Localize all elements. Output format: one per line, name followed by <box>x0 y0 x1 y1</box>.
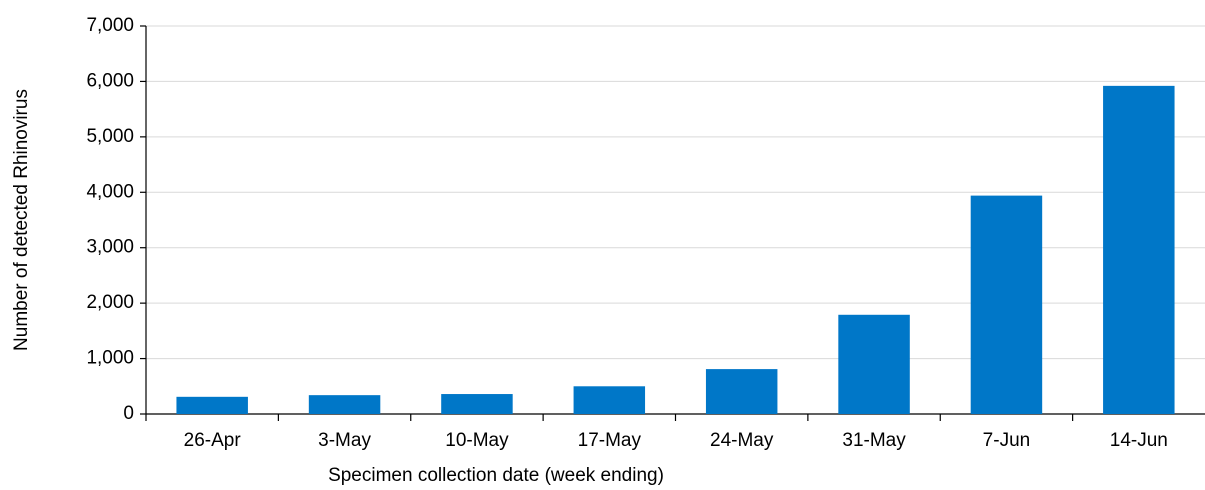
bar <box>308 395 381 414</box>
y-tick-label: 4,000 <box>86 181 134 202</box>
y-tick-label: 5,000 <box>86 126 134 147</box>
y-tick-label: 2,000 <box>86 292 134 313</box>
x-tick-label: 14-Jun <box>1110 430 1168 451</box>
bar <box>970 195 1043 414</box>
x-tick-label: 3-May <box>318 430 371 451</box>
x-tick-label: 26-Apr <box>184 430 242 451</box>
x-tick-label: 17-May <box>578 430 642 451</box>
bar <box>441 394 513 414</box>
y-axis-title: Number of detected Rhinovirus <box>11 89 32 351</box>
y-tick-label: 6,000 <box>86 70 134 91</box>
bar <box>838 314 910 414</box>
x-tick-label: 7-Jun <box>983 430 1031 451</box>
y-tick-label: 7,000 <box>86 15 134 36</box>
x-tick-label: 10-May <box>445 430 509 451</box>
bar <box>176 396 248 414</box>
bar <box>1103 85 1175 414</box>
x-axis-title: Specimen collection date (week ending) <box>328 465 664 486</box>
y-tick-label: 3,000 <box>86 237 134 258</box>
y-tick-label: 1,000 <box>86 348 134 369</box>
bar <box>705 369 778 414</box>
x-tick-label: 31-May <box>842 430 906 451</box>
x-tick-label: 24-May <box>710 430 774 451</box>
bar <box>573 386 646 414</box>
y-tick-label: 0 <box>123 403 134 424</box>
